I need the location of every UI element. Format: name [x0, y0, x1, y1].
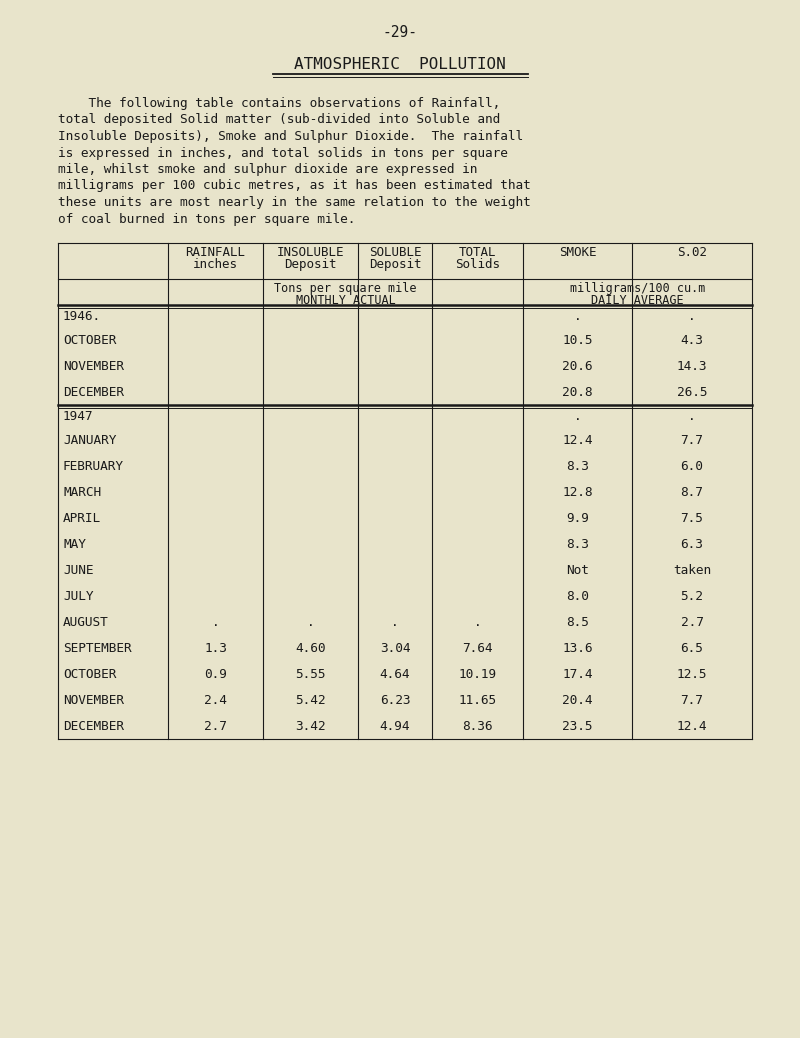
Text: .: .: [212, 617, 219, 629]
Text: these units are most nearly in the same relation to the weight: these units are most nearly in the same …: [58, 196, 530, 209]
Text: MONTHLY ACTUAL: MONTHLY ACTUAL: [296, 294, 395, 307]
Text: MARCH: MARCH: [63, 487, 101, 499]
Text: milligrams/100 cu.m: milligrams/100 cu.m: [570, 282, 705, 295]
Text: 7.5: 7.5: [681, 513, 703, 525]
Text: 8.3: 8.3: [566, 539, 589, 551]
Text: 2.4: 2.4: [204, 694, 227, 708]
Text: AUGUST: AUGUST: [63, 617, 109, 629]
Text: 4.64: 4.64: [380, 668, 410, 682]
Text: 10.19: 10.19: [458, 668, 497, 682]
Text: 5.2: 5.2: [681, 591, 703, 603]
Text: SOLUBLE: SOLUBLE: [369, 246, 422, 260]
Text: 17.4: 17.4: [562, 668, 593, 682]
Text: 20.4: 20.4: [562, 694, 593, 708]
Text: 1946.: 1946.: [63, 310, 101, 324]
Text: 8.5: 8.5: [566, 617, 589, 629]
Text: JUNE: JUNE: [63, 565, 94, 577]
Text: 20.8: 20.8: [562, 386, 593, 400]
Text: 6.5: 6.5: [681, 643, 703, 656]
Text: 6.23: 6.23: [380, 694, 410, 708]
Text: inches: inches: [193, 258, 238, 271]
Text: 13.6: 13.6: [562, 643, 593, 656]
Text: 12.5: 12.5: [677, 668, 707, 682]
Text: .: .: [391, 617, 399, 629]
Text: NOVEMBER: NOVEMBER: [63, 360, 124, 374]
Text: 7.7: 7.7: [681, 435, 703, 447]
Text: mile, whilst smoke and sulphur dioxide are expressed in: mile, whilst smoke and sulphur dioxide a…: [58, 163, 478, 176]
Text: 3.42: 3.42: [295, 720, 326, 734]
Text: total deposited Solid matter (sub-divided into Soluble and: total deposited Solid matter (sub-divide…: [58, 113, 500, 127]
Text: .: .: [574, 410, 582, 424]
Text: 5.55: 5.55: [295, 668, 326, 682]
Text: APRIL: APRIL: [63, 513, 101, 525]
Text: of coal burned in tons per square mile.: of coal burned in tons per square mile.: [58, 213, 355, 225]
Text: OCTOBER: OCTOBER: [63, 668, 116, 682]
Text: OCTOBER: OCTOBER: [63, 334, 116, 348]
Text: SMOKE: SMOKE: [558, 246, 596, 260]
Text: Not: Not: [566, 565, 589, 577]
Text: .: .: [306, 617, 314, 629]
Text: 0.9: 0.9: [204, 668, 227, 682]
Text: -29-: -29-: [382, 25, 418, 40]
Text: 6.3: 6.3: [681, 539, 703, 551]
Text: 3.04: 3.04: [380, 643, 410, 656]
Text: 1.3: 1.3: [204, 643, 227, 656]
Text: 8.7: 8.7: [681, 487, 703, 499]
Text: 10.5: 10.5: [562, 334, 593, 348]
Text: 4.3: 4.3: [681, 334, 703, 348]
Text: 12.8: 12.8: [562, 487, 593, 499]
Text: DECEMBER: DECEMBER: [63, 720, 124, 734]
Text: 12.4: 12.4: [677, 720, 707, 734]
Text: INSOLUBLE: INSOLUBLE: [277, 246, 344, 260]
Text: 12.4: 12.4: [562, 435, 593, 447]
Text: Deposit: Deposit: [369, 258, 422, 271]
Text: 14.3: 14.3: [677, 360, 707, 374]
Text: taken: taken: [673, 565, 711, 577]
Text: 2.7: 2.7: [204, 720, 227, 734]
Text: .: .: [688, 310, 696, 324]
Text: is expressed in inches, and total solids in tons per square: is expressed in inches, and total solids…: [58, 146, 508, 160]
Text: 8.3: 8.3: [566, 461, 589, 473]
Text: 6.0: 6.0: [681, 461, 703, 473]
Text: MAY: MAY: [63, 539, 86, 551]
Text: Deposit: Deposit: [284, 258, 337, 271]
Text: JULY: JULY: [63, 591, 94, 603]
Text: SEPTEMBER: SEPTEMBER: [63, 643, 132, 656]
Text: 7.64: 7.64: [462, 643, 493, 656]
Text: FEBRUARY: FEBRUARY: [63, 461, 124, 473]
Text: 23.5: 23.5: [562, 720, 593, 734]
Text: 7.7: 7.7: [681, 694, 703, 708]
Text: milligrams per 100 cubic metres, as it has been estimated that: milligrams per 100 cubic metres, as it h…: [58, 180, 530, 192]
Text: .: .: [474, 617, 482, 629]
Text: Insoluble Deposits), Smoke and Sulphur Dioxide.  The rainfall: Insoluble Deposits), Smoke and Sulphur D…: [58, 130, 523, 143]
Text: .: .: [574, 310, 582, 324]
Text: DECEMBER: DECEMBER: [63, 386, 124, 400]
Text: 9.9: 9.9: [566, 513, 589, 525]
Text: DAILY AVERAGE: DAILY AVERAGE: [591, 294, 684, 307]
Text: .: .: [688, 410, 696, 424]
Text: 8.0: 8.0: [566, 591, 589, 603]
Text: 1947: 1947: [63, 410, 94, 424]
Text: 8.36: 8.36: [462, 720, 493, 734]
Text: 2.7: 2.7: [681, 617, 703, 629]
Text: 26.5: 26.5: [677, 386, 707, 400]
Text: 4.94: 4.94: [380, 720, 410, 734]
Text: 20.6: 20.6: [562, 360, 593, 374]
Text: The following table contains observations of Rainfall,: The following table contains observation…: [58, 97, 500, 110]
Text: RAINFALL: RAINFALL: [186, 246, 246, 260]
Text: TOTAL: TOTAL: [458, 246, 496, 260]
Text: ATMOSPHERIC  POLLUTION: ATMOSPHERIC POLLUTION: [294, 57, 506, 72]
Text: 5.42: 5.42: [295, 694, 326, 708]
Text: Tons per square mile: Tons per square mile: [274, 282, 417, 295]
Text: Solids: Solids: [455, 258, 500, 271]
Text: 11.65: 11.65: [458, 694, 497, 708]
Text: JANUARY: JANUARY: [63, 435, 116, 447]
Text: 4.60: 4.60: [295, 643, 326, 656]
Text: S.02: S.02: [677, 246, 707, 260]
Text: NOVEMBER: NOVEMBER: [63, 694, 124, 708]
